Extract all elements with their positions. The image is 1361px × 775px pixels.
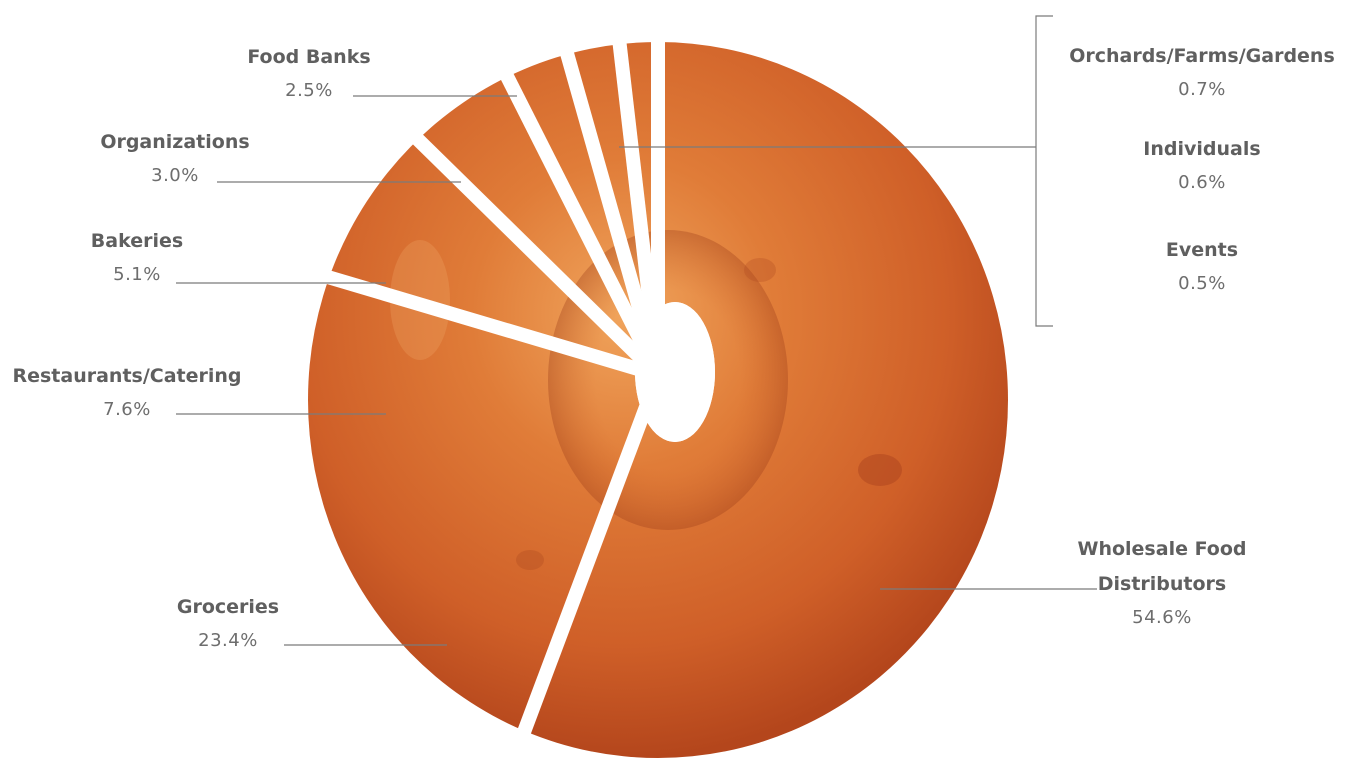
divider-bakeries xyxy=(475,23,656,361)
label-orchards-farms-gardens: Orchards/Farms/Gardens 0.7% xyxy=(1069,45,1335,100)
label-events: Events 0.5% xyxy=(1166,239,1238,294)
label-value-groceries: 23.4% xyxy=(198,630,258,651)
label-name-orchards-farms-gardens: Orchards/Farms/Gardens xyxy=(1069,45,1335,67)
divider-wholesale-food-distributors xyxy=(514,391,658,743)
label-groceries: Groceries 23.4% xyxy=(177,596,279,651)
label-name-restaurants-catering: Restaurants/Catering xyxy=(12,365,241,387)
label-name-organizations: Organizations xyxy=(100,131,249,153)
divider-food-banks xyxy=(607,0,663,356)
label-value-events: 0.5% xyxy=(1178,273,1226,294)
label-value-wholesale-food-distributors: 54.6% xyxy=(1132,607,1192,628)
label-name-wholesale-food-distributors-2: Distributors xyxy=(1098,573,1227,595)
label-value-restaurants-catering: 7.6% xyxy=(103,399,151,420)
label-restaurants-catering: Restaurants/Catering 7.6% xyxy=(12,365,241,420)
label-name-wholesale-food-distributors-1: Wholesale Food xyxy=(1078,538,1247,560)
label-value-organizations: 3.0% xyxy=(151,165,199,186)
label-name-individuals: Individuals xyxy=(1143,138,1260,160)
label-value-orchards-farms-gardens: 0.7% xyxy=(1178,79,1226,100)
leader-lines xyxy=(176,15,1097,646)
divider-restaurants-catering xyxy=(374,96,649,366)
label-name-bakeries: Bakeries xyxy=(91,230,183,252)
label-organizations: Organizations 3.0% xyxy=(100,131,249,186)
label-wholesale-food-distributors: Wholesale Food Distributors 54.6% xyxy=(1078,538,1247,628)
label-name-events: Events xyxy=(1166,239,1238,261)
label-bakeries: Bakeries 5.1% xyxy=(91,230,183,285)
label-value-bakeries: 5.1% xyxy=(113,264,161,285)
label-individuals: Individuals 0.6% xyxy=(1143,138,1260,193)
divider-groceries xyxy=(282,257,641,377)
label-name-groceries: Groceries xyxy=(177,596,279,618)
slice-labels: Wholesale Food Distributors 54.6% Groceries… xyxy=(12,45,1334,651)
slice-dividers xyxy=(282,0,665,743)
label-food-banks: Food Banks 2.5% xyxy=(247,46,370,101)
label-value-food-banks: 2.5% xyxy=(285,80,333,101)
divider-organizations xyxy=(545,0,660,358)
label-name-food-banks: Food Banks xyxy=(247,46,370,68)
small-slices-bracket xyxy=(1035,15,1053,327)
label-value-individuals: 0.6% xyxy=(1178,172,1226,193)
